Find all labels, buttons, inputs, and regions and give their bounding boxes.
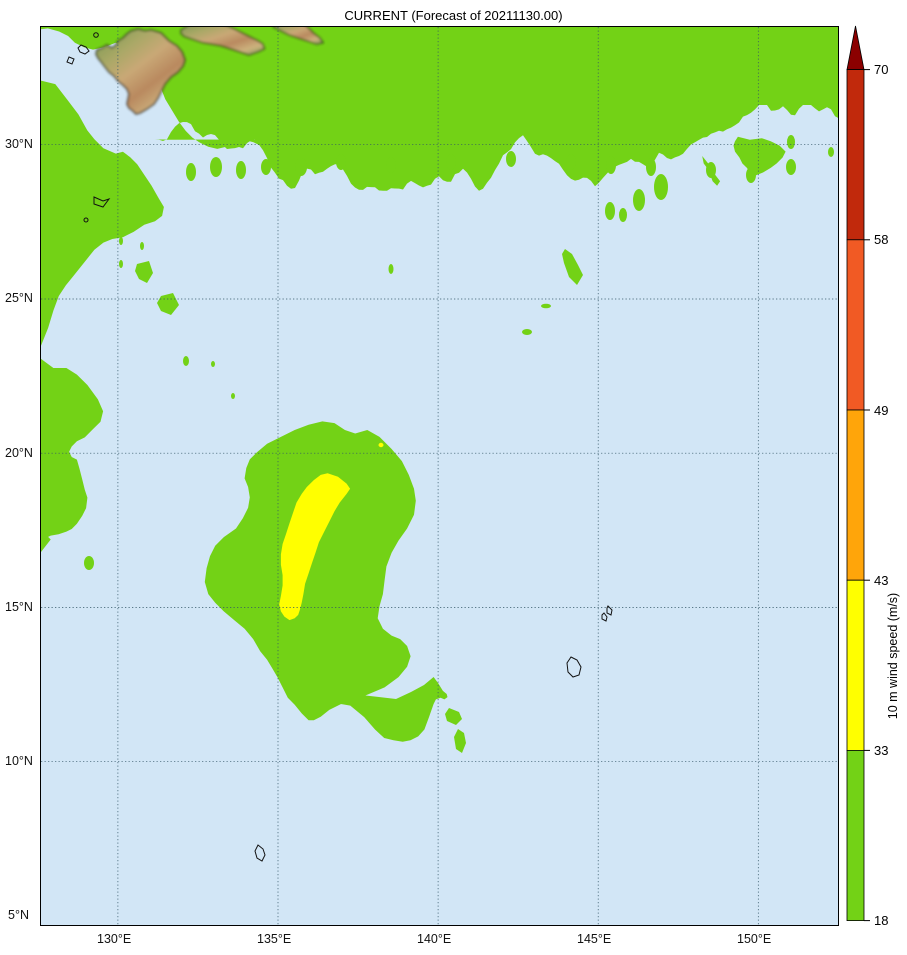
svg-text:49: 49 [874, 403, 888, 418]
svg-text:33: 33 [874, 743, 888, 758]
svg-text:18: 18 [874, 913, 888, 928]
svg-text:43: 43 [874, 573, 888, 588]
svg-text:58: 58 [874, 232, 888, 247]
svg-text:10 m wind speed (m/s): 10 m wind speed (m/s) [886, 593, 900, 719]
svg-text:70: 70 [874, 62, 888, 77]
